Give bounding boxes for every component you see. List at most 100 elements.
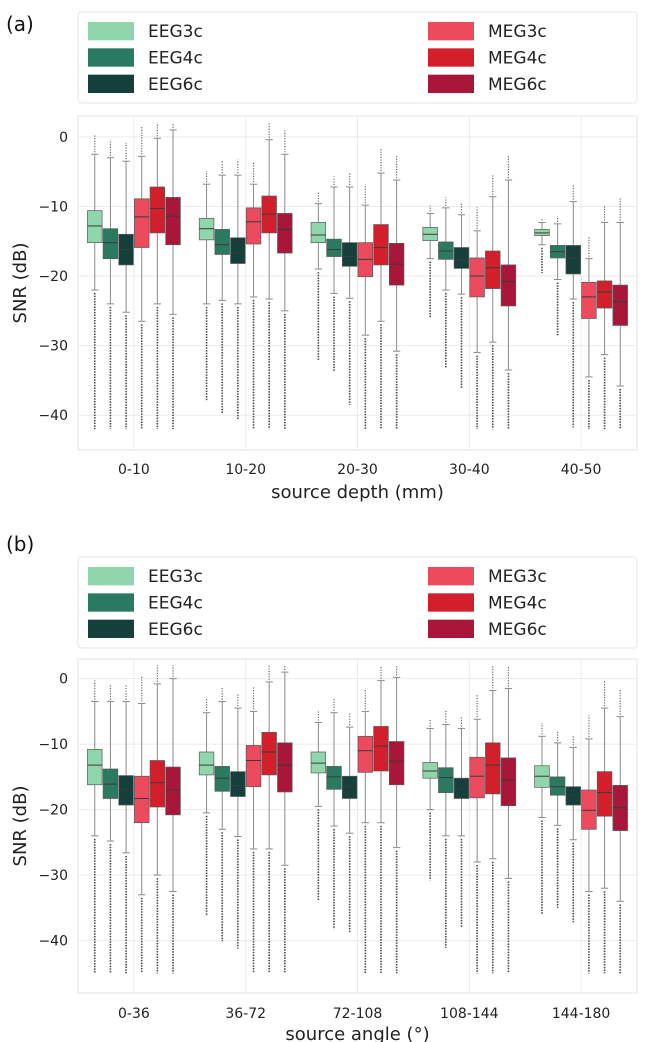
box-EEG6c-36-72 xyxy=(230,693,246,949)
box-body xyxy=(341,775,358,799)
box-MEG4c-144-180 xyxy=(596,681,613,974)
box-body xyxy=(453,247,470,269)
box-EEG4c-40-50 xyxy=(549,216,566,336)
box-EEG4c-108-144 xyxy=(438,709,454,948)
box-MEG6c-20-30 xyxy=(388,154,405,430)
box-EEG6c-10-20 xyxy=(230,159,246,420)
box-body xyxy=(134,198,150,248)
box-MEG6c-144-180 xyxy=(612,689,628,974)
box-MEG3c-30-40 xyxy=(469,207,485,430)
box-EEG6c-0-36 xyxy=(118,683,134,974)
box-body xyxy=(500,264,517,307)
box-MEG3c-20-30 xyxy=(357,184,374,430)
y-tick-label: −30 xyxy=(38,339,68,355)
box-body xyxy=(565,245,581,275)
box-body xyxy=(581,281,597,319)
legend-label: EEG3c xyxy=(148,22,203,42)
box-body xyxy=(261,731,277,776)
y-tick-label: −40 xyxy=(38,408,68,424)
y-tick-label: 0 xyxy=(59,130,68,146)
box-EEG6c-0-10 xyxy=(118,142,134,430)
y-tick-label: −40 xyxy=(38,934,68,950)
box-EEG4c-0-10 xyxy=(102,139,119,430)
box-MEG4c-108-144 xyxy=(485,665,501,974)
y-tick-label: −10 xyxy=(38,737,68,753)
box-body xyxy=(87,749,103,786)
box-body xyxy=(326,766,342,790)
box-body xyxy=(485,250,501,289)
box-body xyxy=(149,186,166,234)
legend-swatch xyxy=(88,74,134,93)
box-MEG4c-40-50 xyxy=(596,206,613,430)
chart-a: (a) EEG3c EEG4c EEG6c MEG3c MEG4c MEG6c 0 −10 −20… xyxy=(6,11,638,503)
y-tick-label: −10 xyxy=(38,199,68,215)
box-MEG4c-0-10 xyxy=(149,122,166,430)
box-body xyxy=(245,207,262,245)
box-EEG3c-0-10 xyxy=(87,135,103,430)
box-EEG4c-72-108 xyxy=(326,698,342,930)
y-axis-title: SNR (dB) xyxy=(10,786,31,867)
box-body xyxy=(326,238,342,257)
box-body xyxy=(596,280,613,309)
box-MEG4c-0-36 xyxy=(149,665,166,974)
legend-swatch xyxy=(428,619,474,638)
box-MEG6c-40-50 xyxy=(612,198,628,430)
x-tick-label: 0-10 xyxy=(118,462,150,478)
box-MEG6c-10-20 xyxy=(277,130,293,430)
legend-swatch xyxy=(88,593,134,612)
box-body xyxy=(612,284,628,326)
box-EEG4c-20-30 xyxy=(326,176,342,372)
box-body xyxy=(485,742,501,795)
legend-swatch xyxy=(428,567,474,586)
box-EEG4c-0-36 xyxy=(102,683,119,974)
box-EEG3c-144-180 xyxy=(534,723,550,915)
box-body xyxy=(469,756,485,799)
panel-label: (b) xyxy=(6,532,34,556)
box-body xyxy=(230,237,246,264)
box-MEG6c-72-108 xyxy=(388,665,405,974)
box-EEG3c-40-50 xyxy=(534,218,550,273)
box-body xyxy=(214,229,230,255)
legend-label: MEG3c xyxy=(488,567,547,587)
box-MEG6c-0-36 xyxy=(165,665,181,974)
box-body xyxy=(565,786,581,806)
box-MEG4c-36-72 xyxy=(261,665,277,974)
legend-swatch xyxy=(88,48,134,67)
chart-b: (b) EEG3c EEG4c EEG6c MEG3c MEG4c MEG6c 0 −10 −20… xyxy=(6,532,638,1042)
box-EEG6c-144-180 xyxy=(565,736,581,923)
box-MEG6c-36-72 xyxy=(277,665,293,974)
legend-label: EEG4c xyxy=(148,49,203,69)
box-body xyxy=(149,760,166,808)
x-tick-label: 0-36 xyxy=(118,1006,150,1022)
box-body xyxy=(341,242,358,267)
panel-b: (b) EEG3c EEG4c EEG6c MEG3c MEG4c MEG6c 0 −10 −20… xyxy=(0,521,649,1042)
box-MEG6c-108-144 xyxy=(500,665,517,974)
legend-label: EEG4c xyxy=(148,594,203,614)
legend-frame xyxy=(77,556,638,649)
box-body xyxy=(596,771,613,817)
box-MEG3c-0-10 xyxy=(134,127,150,430)
y-tick-label: −30 xyxy=(38,868,68,884)
box-body xyxy=(373,726,389,772)
legend-label: MEG6c xyxy=(488,75,547,95)
box-body xyxy=(245,745,262,788)
box-EEG6c-20-30 xyxy=(341,172,358,405)
legend-swatch xyxy=(428,74,474,93)
box-EEG4c-36-72 xyxy=(214,686,230,942)
box-MEG6c-0-10 xyxy=(165,122,181,430)
legend-swatch xyxy=(428,593,474,612)
box-body xyxy=(165,197,181,246)
box-MEG3c-10-20 xyxy=(245,162,262,430)
box-EEG3c-108-144 xyxy=(422,718,438,881)
box-EEG3c-20-30 xyxy=(310,191,327,360)
x-tick-label: 30-40 xyxy=(449,462,490,478)
box-body xyxy=(581,789,597,830)
legend-swatch xyxy=(88,619,134,638)
box-MEG4c-72-108 xyxy=(373,665,389,974)
box-body xyxy=(87,210,103,243)
box-MEG4c-10-20 xyxy=(261,122,277,430)
box-MEG3c-108-144 xyxy=(469,694,485,974)
box-body xyxy=(357,735,374,773)
box-EEG6c-40-50 xyxy=(565,184,581,428)
box-MEG3c-40-50 xyxy=(581,236,597,430)
